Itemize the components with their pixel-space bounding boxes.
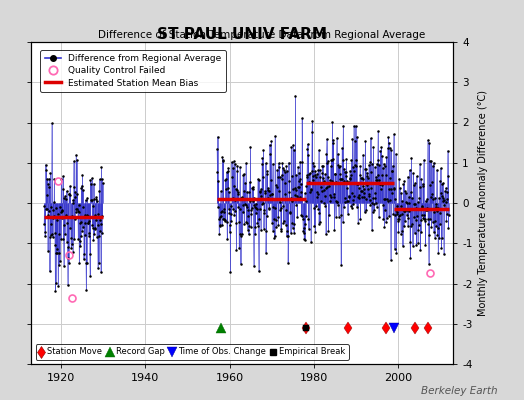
Legend: Station Move, Record Gap, Time of Obs. Change, Empirical Break: Station Move, Record Gap, Time of Obs. C…: [36, 344, 348, 360]
Y-axis label: Monthly Temperature Anomaly Difference (°C): Monthly Temperature Anomaly Difference (…: [478, 90, 488, 316]
Text: Berkeley Earth: Berkeley Earth: [421, 386, 498, 396]
Title: ST PAUL UNIV FARM: ST PAUL UNIV FARM: [157, 27, 328, 42]
Text: Difference of Station Temperature Data from Regional Average: Difference of Station Temperature Data f…: [99, 30, 425, 40]
